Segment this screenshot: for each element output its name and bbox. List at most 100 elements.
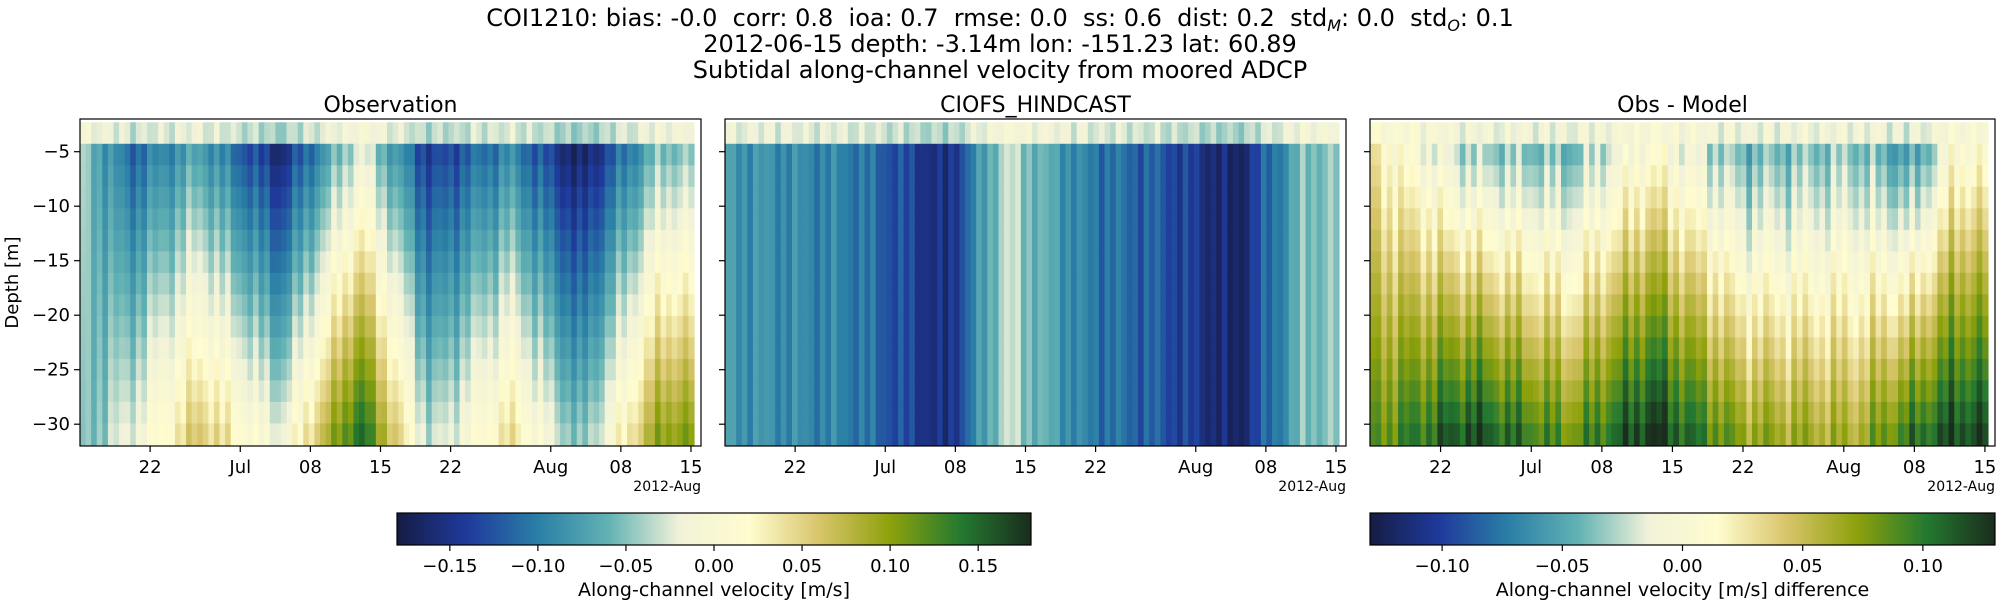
heatmap-cell [325, 294, 332, 317]
heatmap-cell [1221, 315, 1228, 338]
heatmap-cell [1098, 294, 1106, 317]
heatmap-cell [677, 294, 684, 317]
heatmap-cell [1920, 143, 1927, 166]
heatmap-cell [1071, 358, 1078, 381]
heatmap-cell [1937, 143, 1944, 166]
heatmap-cell [1841, 165, 1849, 188]
heatmap-cell [886, 208, 894, 231]
heatmap-cell [643, 358, 650, 381]
heatmap-cell [202, 251, 209, 274]
heatmap-cell [414, 358, 422, 381]
heatmap-cell [1199, 401, 1206, 424]
heatmap-cell [1841, 186, 1849, 209]
heatmap-cell [747, 186, 754, 209]
heatmap-cell [1216, 380, 1223, 403]
heatmap-cell [780, 315, 787, 338]
heatmap-cell [1199, 251, 1206, 274]
heatmap-cell [764, 186, 771, 209]
heatmap-cell [621, 315, 628, 338]
heatmap-cell [1426, 165, 1433, 188]
heatmap-cell [320, 358, 327, 381]
heatmap-cell [1493, 143, 1500, 166]
heatmap-cell [1757, 337, 1764, 360]
heatmap-cell [481, 272, 489, 295]
heatmap-cell [1903, 337, 1910, 360]
heatmap-cell [1054, 251, 1061, 274]
heatmap-cell [1516, 272, 1523, 295]
heatmap-cell [1093, 122, 1100, 145]
heatmap-cell [864, 122, 871, 145]
heatmap-cell [448, 423, 455, 446]
heatmap-cell [831, 423, 838, 446]
heatmap-cell [1121, 143, 1128, 166]
heatmap-cell [325, 423, 332, 446]
heatmap-cell [1104, 208, 1111, 231]
heatmap-cell [1802, 401, 1809, 424]
x-tick-label: 15 [680, 457, 703, 478]
heatmap-cell [992, 358, 1000, 381]
heatmap-cell [1333, 358, 1340, 381]
heatmap-cell [758, 423, 765, 446]
heatmap-cell [925, 294, 933, 317]
heatmap-cell [1577, 165, 1585, 188]
heatmap-cell [191, 143, 198, 166]
heatmap-cell [1971, 143, 1978, 166]
heatmap-cell [347, 229, 355, 252]
heatmap-cell [987, 380, 994, 403]
heatmap-cell [537, 143, 544, 166]
heatmap-cell [1959, 143, 1967, 166]
heatmap-cell [942, 143, 949, 166]
heatmap-cell [786, 143, 793, 166]
heatmap-cell [666, 208, 673, 231]
heatmap-cell [1015, 251, 1022, 274]
heatmap-cell [791, 401, 799, 424]
heatmap-cell [342, 294, 349, 317]
heatmap-cell [615, 380, 623, 403]
heatmap-cell [409, 272, 416, 295]
heatmap-cell [1026, 251, 1033, 274]
heatmap-cell [1555, 208, 1562, 231]
heatmap-cell [1886, 143, 1894, 166]
heatmap-cell [80, 208, 87, 231]
heatmap-cell [554, 251, 561, 274]
heatmap-cell [1121, 272, 1128, 295]
heatmap-cell [130, 165, 137, 188]
heatmap-cell [682, 315, 690, 338]
heatmap-cell [437, 294, 444, 317]
heatmap-cell [1210, 337, 1217, 360]
heatmap-cell [875, 401, 882, 424]
heatmap-cell [1138, 315, 1145, 338]
heatmap-cell [1909, 337, 1916, 360]
heatmap-cell [1392, 380, 1399, 403]
heatmap-cell [1650, 143, 1658, 166]
heatmap-cell [381, 272, 388, 295]
heatmap-cell [1065, 208, 1072, 231]
heatmap-cell [1847, 294, 1854, 317]
heatmap-cell [677, 229, 684, 252]
heatmap-cell [1249, 380, 1256, 403]
heatmap-cell [1740, 165, 1747, 188]
heatmap-cell [725, 229, 732, 252]
heatmap-cell [1199, 337, 1206, 360]
heatmap-cell [1740, 272, 1747, 295]
heatmap-cell [682, 423, 690, 446]
heatmap-cell [615, 229, 623, 252]
heatmap-cell [130, 423, 137, 446]
heatmap-cell [791, 272, 799, 295]
heatmap-cell [1538, 337, 1545, 360]
heatmap-cell [1943, 251, 1950, 274]
heatmap-cell [1043, 143, 1050, 166]
heatmap-cell [741, 358, 748, 381]
heatmap-cell [1227, 143, 1234, 166]
heatmap-cell [1611, 229, 1618, 252]
heatmap-cell [102, 143, 109, 166]
heatmap-cell [158, 294, 165, 317]
heatmap-cell [1232, 229, 1240, 252]
heatmap-cell [303, 272, 310, 295]
heatmap-cell [398, 337, 405, 360]
heatmap-cell [141, 401, 148, 424]
heatmap-cell [925, 358, 933, 381]
heatmap-cell [666, 272, 673, 295]
heatmap-cell [976, 122, 983, 145]
heatmap-cell [1487, 423, 1495, 446]
